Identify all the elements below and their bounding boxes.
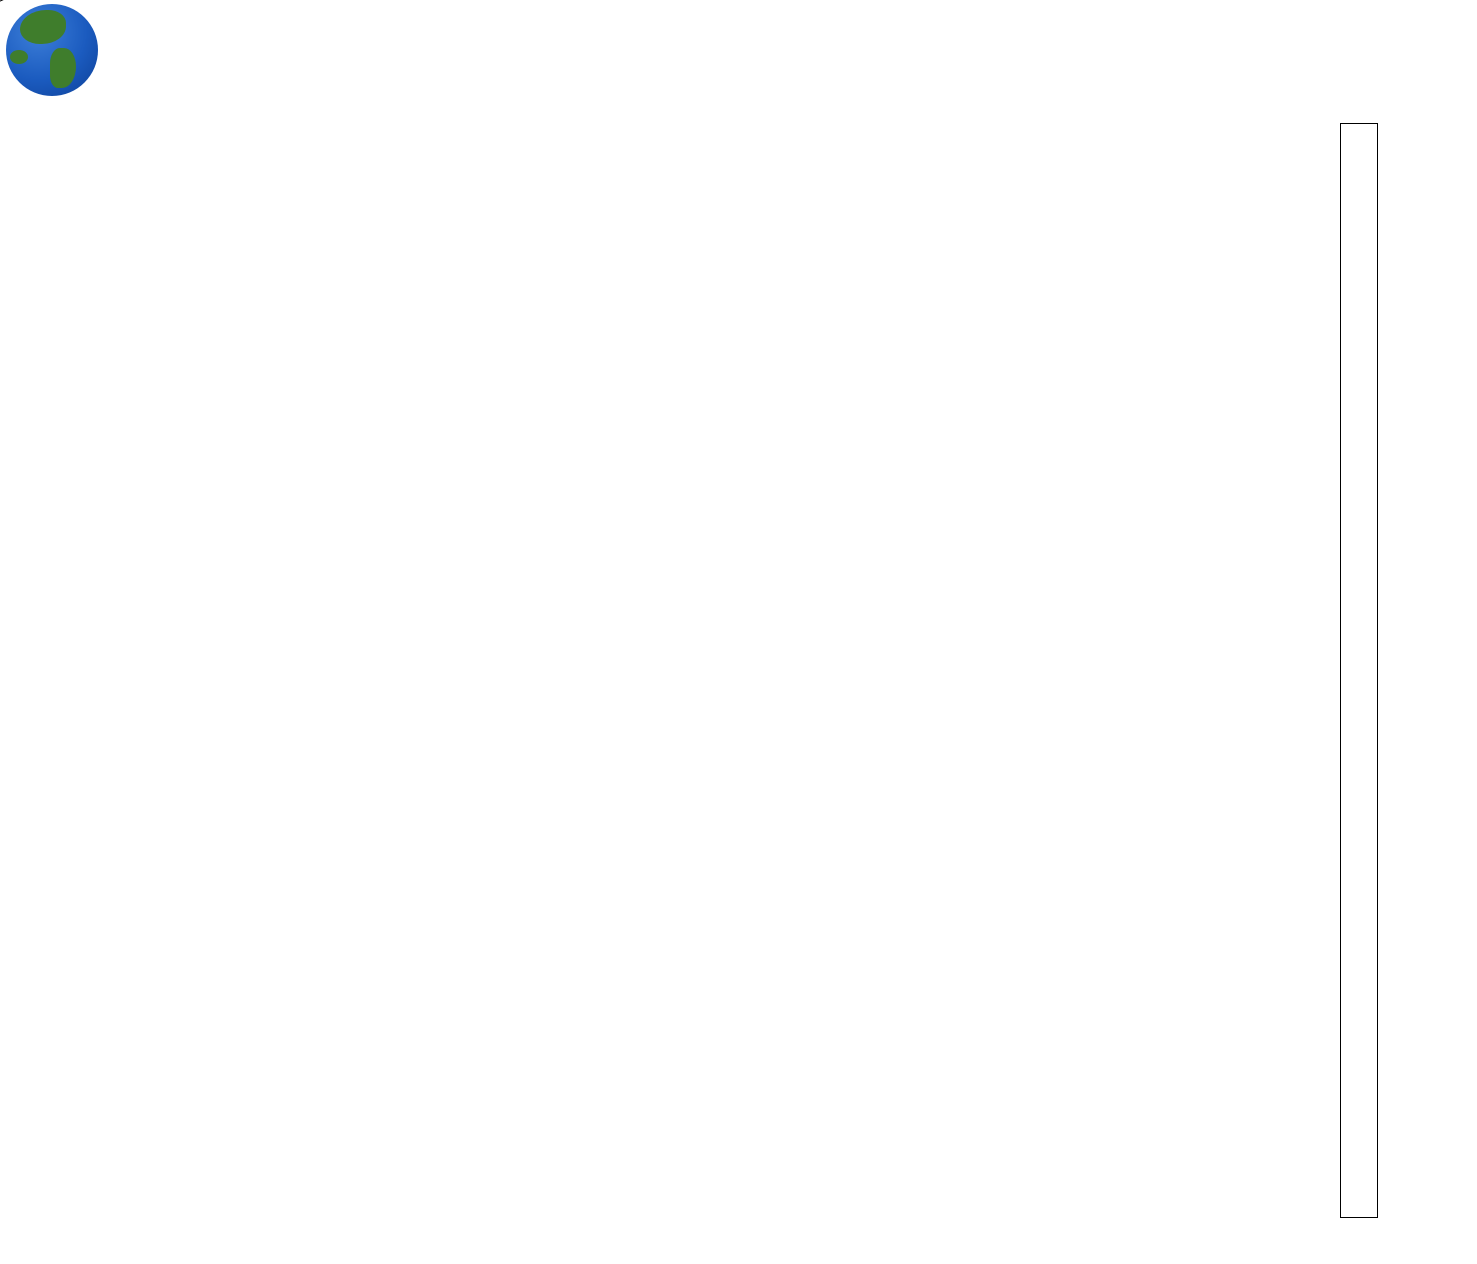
logo-continent-shape	[10, 50, 28, 64]
colorbar-title	[1427, 123, 1461, 1218]
coaps-logo	[6, 4, 98, 96]
colorbar	[1340, 123, 1378, 1218]
logo-continent-shape	[20, 10, 66, 44]
logo-continent-shape	[50, 48, 76, 88]
